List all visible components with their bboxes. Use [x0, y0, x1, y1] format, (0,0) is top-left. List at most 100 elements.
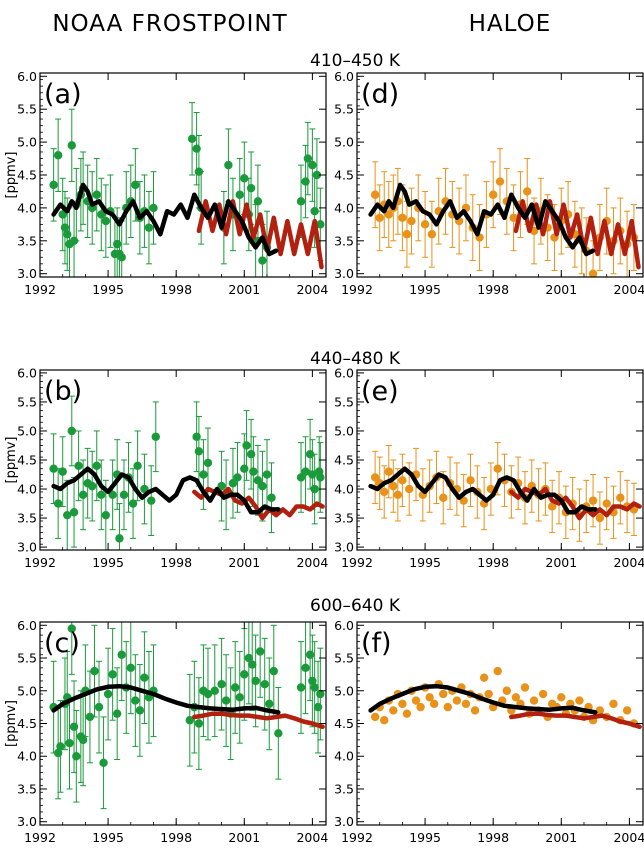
- data-point: [548, 502, 557, 511]
- y-tick-label: 3.0: [334, 814, 354, 829]
- panel-label: (c): [44, 628, 80, 659]
- data-point: [69, 722, 79, 731]
- data-point: [488, 190, 498, 199]
- data-point: [265, 699, 274, 709]
- y-tick-label: 6.0: [17, 365, 37, 380]
- data-point: [301, 663, 310, 673]
- y-tick-label: 4.5: [334, 716, 354, 731]
- series-line-red: [509, 711, 642, 730]
- data-point: [267, 493, 276, 502]
- data-point: [316, 473, 325, 482]
- data-point: [511, 693, 521, 702]
- data-point: [233, 473, 242, 482]
- data-point: [370, 712, 380, 722]
- y-tick-label: 5.5: [334, 651, 354, 666]
- y-tick-label: 5.5: [334, 394, 354, 409]
- x-tick-label: 2004: [296, 830, 328, 845]
- data-point: [575, 696, 584, 705]
- data-point: [246, 183, 256, 193]
- plot-area: [49, 622, 325, 810]
- y-tick-label: 3.0: [17, 540, 37, 555]
- data-point: [466, 476, 475, 485]
- panel-c: 3.0 3.5 4.0 4.5 5.0 5.5 6.0 1992 1995 1998 2001 200…: [4, 618, 328, 845]
- series-line-black: [368, 182, 596, 257]
- y-tick-label: 6.0: [17, 69, 37, 84]
- x-tick-label: 1992: [24, 282, 56, 297]
- data-point: [616, 493, 625, 502]
- series-line-black: [368, 683, 598, 715]
- data-point: [249, 467, 258, 476]
- data-point: [380, 716, 389, 725]
- data-point: [74, 461, 83, 471]
- data-point: [131, 696, 140, 705]
- x-tick-label: 2001: [228, 830, 260, 845]
- data-point: [296, 683, 306, 692]
- data-point: [439, 689, 448, 699]
- series-line-black: [368, 466, 598, 515]
- x-tick-label: 1998: [160, 830, 192, 845]
- series-line-black: [51, 683, 281, 715]
- data-point: [112, 709, 122, 718]
- data-point: [595, 513, 605, 523]
- data-point: [78, 735, 88, 745]
- y-tick-label: 4.0: [334, 749, 354, 764]
- x-tick-label: 1992: [24, 830, 56, 845]
- data-point: [240, 670, 249, 679]
- x-tick-label: 1992: [341, 830, 373, 845]
- data-point: [305, 650, 315, 659]
- panel-b: 3.0 3.5 4.0 4.5 5.0 5.5 6.0 1992 1995 1998 2001 200…: [4, 365, 328, 570]
- data-point: [411, 696, 421, 705]
- y-tick-label: 4.5: [334, 453, 354, 468]
- x-tick-label: 2001: [545, 282, 577, 297]
- x-tick-label: 1998: [477, 830, 509, 845]
- x-tick-label: 1998: [477, 555, 509, 570]
- data-point: [398, 213, 407, 222]
- data-point: [316, 220, 325, 229]
- y-tick-label: 4.0: [334, 200, 354, 215]
- y-tick-label: 5.0: [17, 135, 37, 150]
- data-point: [370, 190, 380, 199]
- data-point: [248, 660, 257, 669]
- data-point: [101, 216, 111, 226]
- data-point: [398, 699, 407, 709]
- data-point: [203, 689, 213, 699]
- data-point: [538, 689, 548, 699]
- y-tick-label: 3.5: [334, 511, 354, 526]
- data-point: [217, 680, 226, 689]
- y-tick-label: 5.0: [334, 423, 354, 438]
- data-point: [115, 534, 124, 543]
- x-tick-label: 1992: [341, 282, 373, 297]
- data-point: [131, 180, 140, 190]
- data-point: [255, 647, 265, 656]
- panel-label: (b): [44, 376, 82, 407]
- data-point: [439, 493, 448, 502]
- x-tick-label: 1995: [409, 830, 441, 845]
- data-point: [85, 712, 95, 722]
- data-point: [427, 230, 437, 239]
- data-point: [63, 230, 72, 239]
- y-tick-label: 3.0: [334, 540, 354, 555]
- data-point: [246, 449, 256, 459]
- data-point: [393, 490, 403, 500]
- data-point: [231, 683, 240, 692]
- x-tick-label: 1995: [409, 555, 441, 570]
- series-line-black: [51, 466, 281, 515]
- x-tick-label: 2001: [545, 555, 577, 570]
- x-tick-label: 2004: [613, 282, 644, 297]
- x-tick-label: 1998: [160, 282, 192, 297]
- data-point: [296, 473, 306, 482]
- x-tick-label: 2004: [296, 555, 328, 570]
- y-tick-label: 6.0: [334, 618, 354, 633]
- data-point: [147, 496, 156, 505]
- data-point: [520, 683, 530, 692]
- data-point: [258, 256, 267, 265]
- x-tick-label: 2001: [228, 555, 260, 570]
- data-point: [90, 666, 99, 676]
- x-tick-label: 1998: [477, 282, 509, 297]
- data-point: [384, 467, 393, 476]
- data-point: [251, 676, 260, 686]
- y-tick-label: 5.0: [17, 683, 37, 698]
- data-point: [108, 670, 117, 679]
- data-point: [470, 706, 480, 715]
